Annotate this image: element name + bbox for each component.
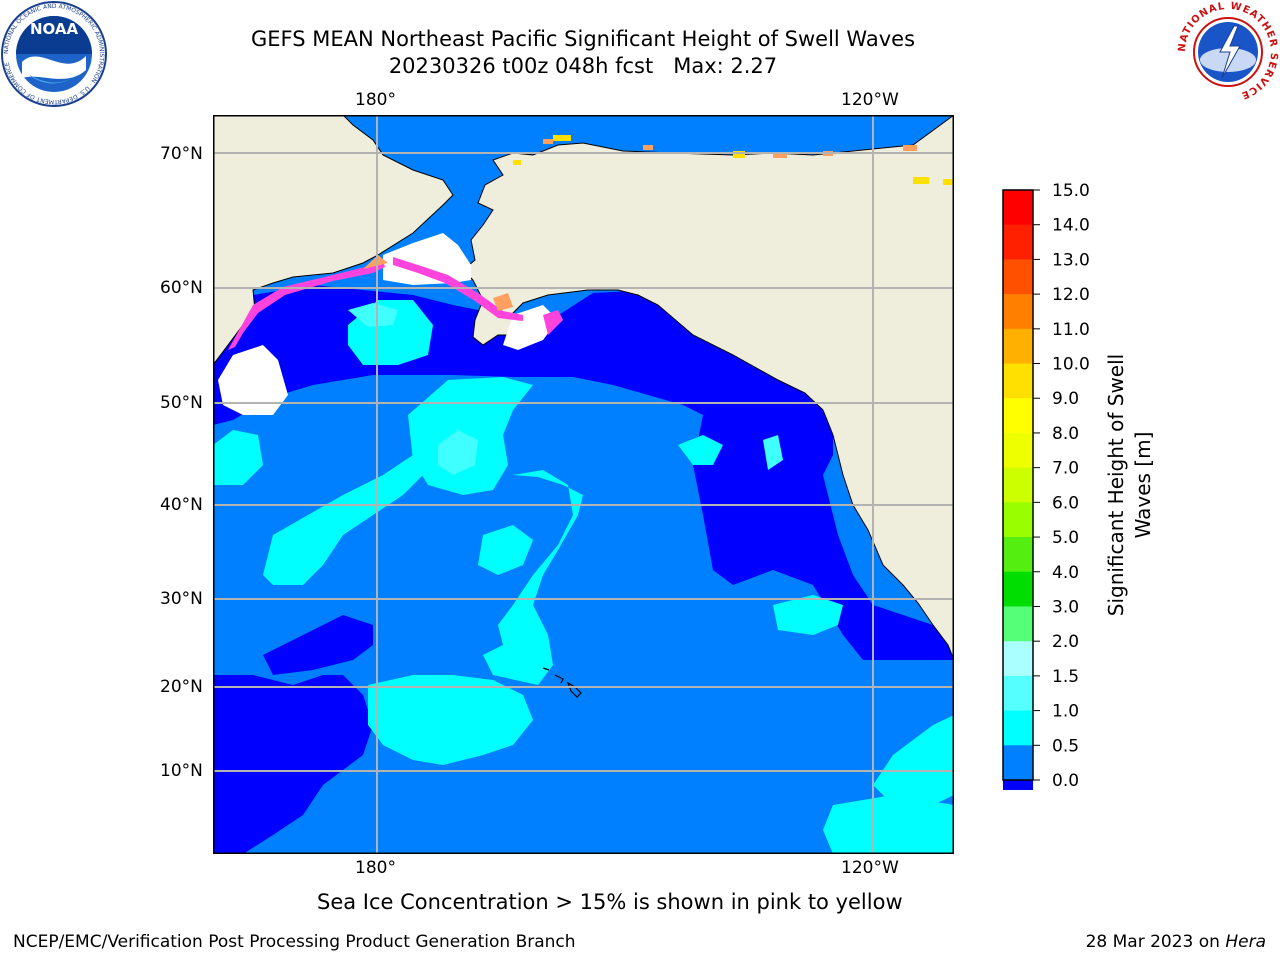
colorbar-band <box>1003 467 1033 503</box>
swell-zone-1.5-2 <box>348 303 783 475</box>
colorbar-tick-label: 1.0 <box>1052 702 1079 722</box>
colorbar-band <box>1003 294 1033 330</box>
lat-label-10n: 10°N <box>160 761 203 781</box>
colorbar-tick-label: 8.0 <box>1052 424 1079 444</box>
map-gridlines <box>213 115 954 854</box>
colorbar-band <box>1003 259 1033 295</box>
colorbar-label-line1: Significant Height of Swell <box>1104 353 1128 617</box>
colorbar-tick-label: 10.0 <box>1052 355 1090 375</box>
colorbar-label: Significant Height of Swell Waves [m] <box>1103 325 1157 645</box>
colorbar-tick-label: 14.0 <box>1052 216 1090 236</box>
colorbar-tick-label: 4.0 <box>1052 563 1079 583</box>
colorbar-band <box>1003 675 1033 712</box>
colorbar-tick-label: 2.0 <box>1052 632 1079 652</box>
colorbar-tick-label: 15.0 <box>1052 181 1090 201</box>
lat-label-20n: 20°N <box>160 677 203 697</box>
colorbar-tick-label: 1.5 <box>1052 667 1079 687</box>
colorbar-tick-label: 13.0 <box>1052 250 1090 270</box>
colorbar-tick-label: 5.0 <box>1052 528 1079 548</box>
lon-label-bottom-180: 180° <box>355 858 396 878</box>
colorbar-band <box>1003 641 1033 677</box>
colorbar-tick-label: 0.5 <box>1052 736 1079 756</box>
colorbar-band <box>1003 502 1033 538</box>
swell-height-map <box>213 115 954 854</box>
colorbar-frame <box>1002 189 1034 781</box>
host-name: Hera <box>1225 932 1266 952</box>
colorbar-tick-label: 12.0 <box>1052 285 1090 305</box>
noaa-logo-icon: NOAA NATIONAL OCEANIC AND ATMOSPHERIC AD… <box>1 1 107 107</box>
lat-label-50n: 50°N <box>160 393 203 413</box>
colorbar-tick-label: 3.0 <box>1052 597 1079 617</box>
lat-label-70n: 70°N <box>160 144 203 164</box>
colorbar-band <box>1003 537 1033 573</box>
colorbar-tick-label: 11.0 <box>1052 320 1090 340</box>
noaa-logo-text: NOAA <box>30 20 79 38</box>
colorbar-band <box>1003 780 1033 790</box>
lat-label-60n: 60°N <box>160 278 203 298</box>
colorbar-band <box>1003 363 1033 399</box>
chart-subtitle: 20230326 t00z 048h fcst Max: 2.27 <box>388 54 778 78</box>
map-frame <box>213 115 954 854</box>
colorbar-band <box>1003 745 1033 781</box>
chart-title: GEFS MEAN Northeast Pacific Significant … <box>250 27 916 51</box>
date-text: 28 Mar 2023 on Hera <box>1085 932 1266 952</box>
colorbar-band <box>1003 571 1033 607</box>
lon-label-bottom-120w: 120°W <box>841 858 899 878</box>
colorbar-tick-label: 6.0 <box>1052 493 1079 513</box>
colorbar-band <box>1003 190 1033 226</box>
colorbar-tick-label: 0.0 <box>1052 771 1079 790</box>
lon-label-top-120w: 120°W <box>841 90 899 110</box>
colorbar-band <box>1003 328 1033 365</box>
colorbar-band <box>1003 606 1033 642</box>
colorbar-label-line2: Waves [m] <box>1131 431 1155 539</box>
lat-label-40n: 40°N <box>160 495 203 515</box>
colorbar-tick-label: 9.0 <box>1052 389 1079 409</box>
colorbar-band <box>1003 224 1033 260</box>
nws-logo-icon: NATIONAL WEATHER SERVICE <box>1177 1 1278 102</box>
colorbar-band <box>1003 398 1033 434</box>
lat-label-30n: 30°N <box>160 589 203 609</box>
colorbar-band <box>1003 432 1033 469</box>
colorbar-tick-label: 7.0 <box>1052 459 1079 479</box>
lon-label-top-180: 180° <box>355 90 396 110</box>
swell-zone-1-1.5 <box>213 300 954 854</box>
colorbar-band <box>1003 710 1033 746</box>
credit-text: NCEP/EMC/Verification Post Processing Pr… <box>13 932 576 952</box>
colorbar: 15.0 14.0 13.0 12.0 11.0 10.0 9.0 8.0 7.0 6.0 5.0 4… <box>1002 181 1090 790</box>
